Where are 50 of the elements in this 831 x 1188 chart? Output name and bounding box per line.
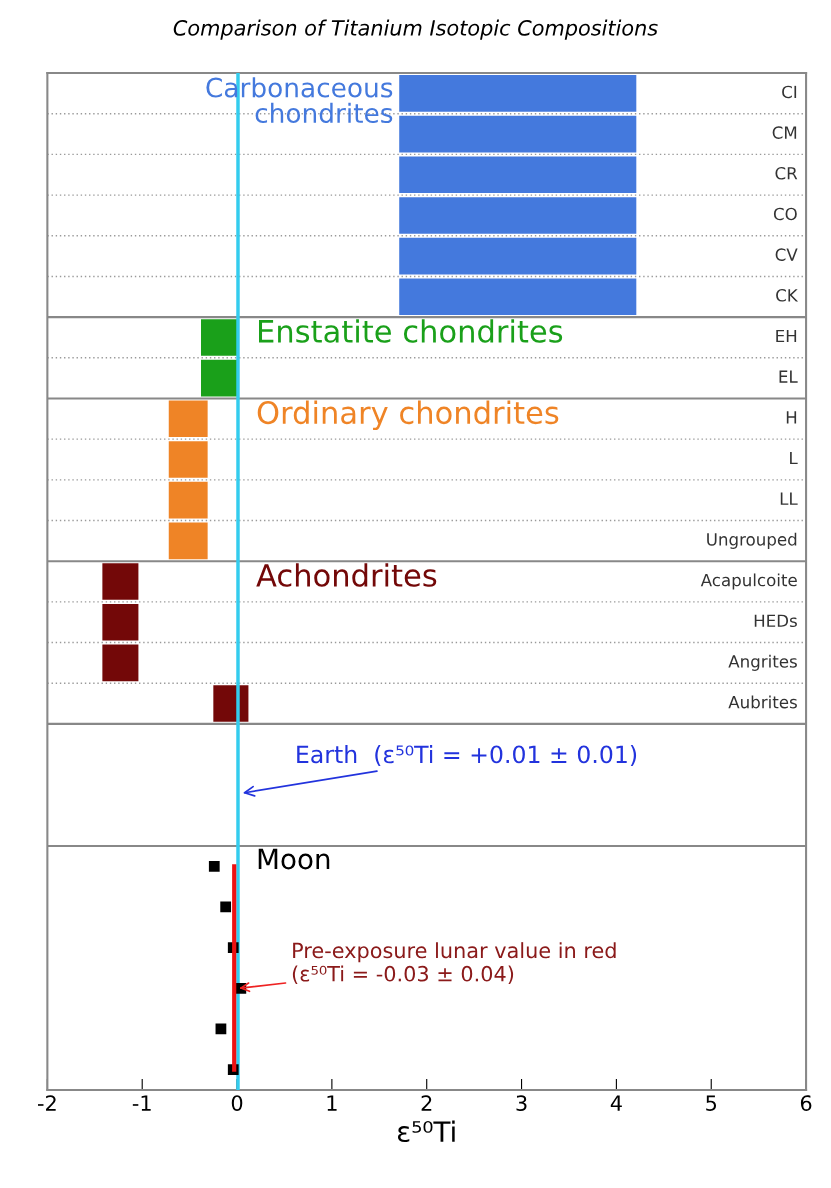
series-label: Moon [258,848,330,870]
y-tick-label: CV [775,248,798,261]
y-tick-label: Aubrites [728,695,797,709]
y-tick-label: Acapulcoite [700,573,797,590]
series-label: Enstatite chondrites [259,319,563,343]
bar [168,441,208,478]
annotation: Pre-exposure lunar value in red (ε⁵⁰Ti = -0.03 ± 0.04) [292,942,616,985]
x-tick-label: 0 [231,1095,243,1111]
y-tick-label: CI [782,85,797,99]
bar [399,278,637,316]
y-tick-label: LL [780,492,798,505]
bar [201,359,238,397]
bar [399,197,637,234]
series-label: Ordinary chondrites [257,400,559,431]
x-tick-label: 4 [610,1095,622,1111]
bar [102,563,139,600]
bar [399,115,637,153]
x-tick-label: 6 [800,1095,812,1111]
y-tick-label: Angrites [728,654,797,671]
bar [399,156,637,194]
bar [168,481,208,519]
bar [102,644,139,682]
y-tick-label: CM [772,126,797,139]
text: Achondrites [256,563,437,587]
y-tick-label: Ungrouped [707,532,797,549]
bar [399,237,637,275]
bar [168,522,208,560]
x-axis-title: ε⁵⁰Ti [397,1120,455,1143]
chart-title: Comparison of Titanium Isotopic Compositions [173,19,658,40]
bar [399,75,637,112]
annotation: Earth (ε⁵⁰Ti = +0.01 ± 0.01) [297,745,637,767]
x-tick-label: -2 [38,1095,56,1111]
y-tick-label: L [790,451,798,465]
bar [168,400,208,438]
x-tick-label: -1 [132,1095,151,1111]
y-tick-label: EL [779,370,798,383]
y-tick-label: CO [773,207,797,221]
bar [102,603,139,641]
y-tick-label: H [786,411,797,424]
point [220,901,232,913]
x-tick-label: 3 [516,1095,527,1111]
y-tick-label: EH [776,329,797,343]
x-tick-label: 5 [706,1095,717,1111]
y-tick-label: CR [775,166,798,180]
y-tick-label: CK [776,289,799,302]
x-tick-label: 1 [327,1095,337,1111]
point [208,860,220,872]
x-tick-label: 2 [421,1095,432,1111]
y-tick-label: HEDs [754,614,797,628]
bar [201,319,238,356]
